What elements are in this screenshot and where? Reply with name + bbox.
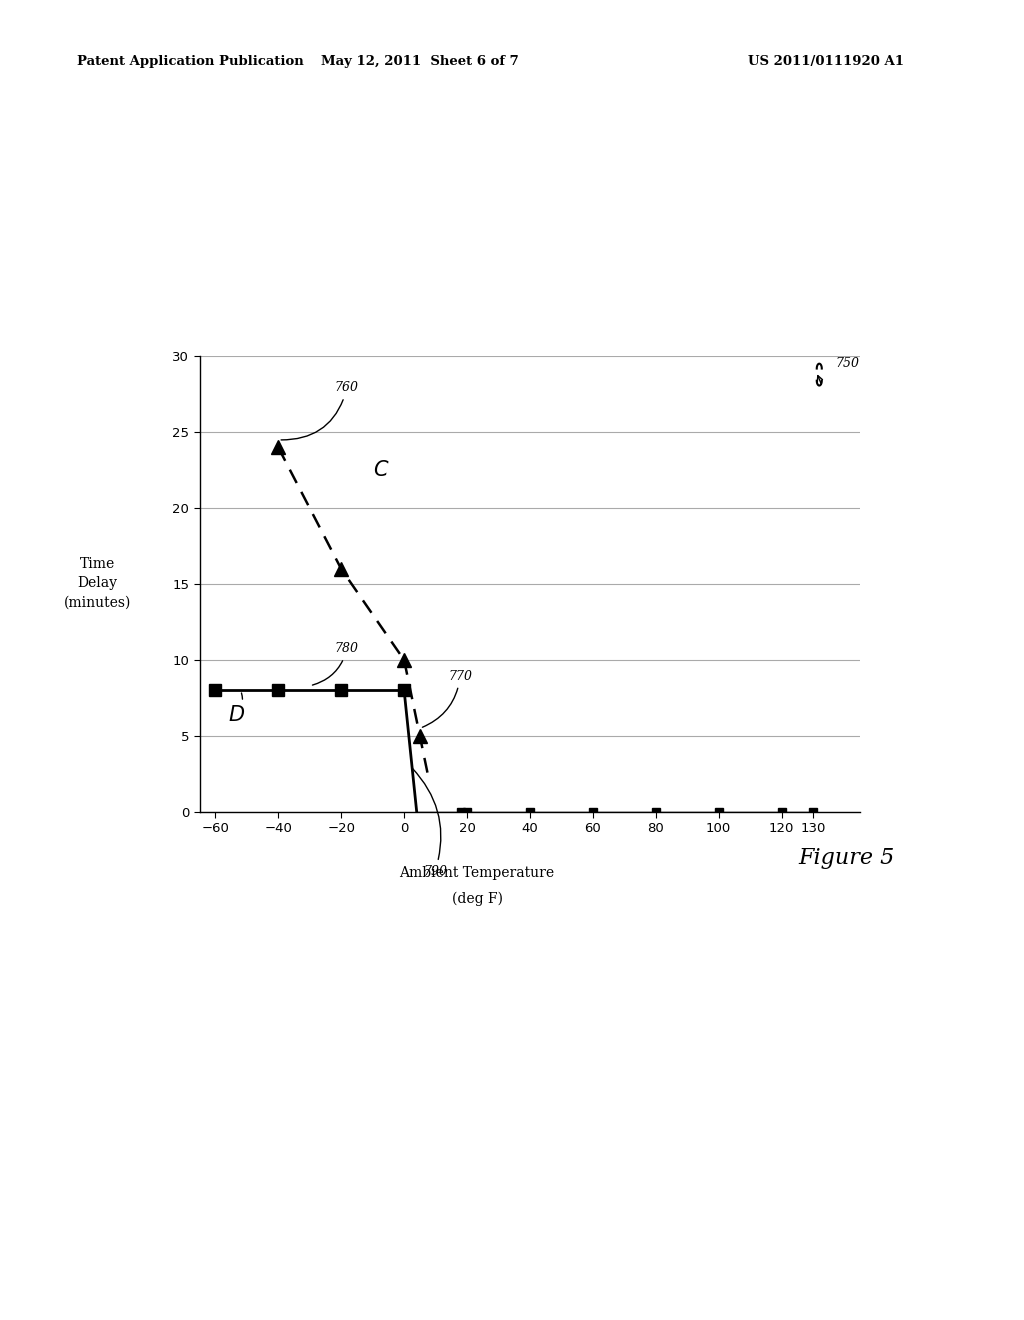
Text: (deg F): (deg F) — [452, 891, 503, 906]
Text: Figure 5: Figure 5 — [799, 847, 895, 870]
Text: 760: 760 — [281, 381, 359, 440]
Text: Patent Application Publication: Patent Application Publication — [77, 55, 303, 69]
Text: Ambient Temperature: Ambient Temperature — [399, 866, 555, 880]
Text: $\mathit{D}$: $\mathit{D}$ — [228, 693, 245, 725]
Text: Time
Delay
(minutes): Time Delay (minutes) — [63, 557, 131, 610]
Text: US 2011/0111920 A1: US 2011/0111920 A1 — [748, 55, 903, 69]
Text: 780: 780 — [312, 643, 359, 685]
Text: $\mathit{C}$: $\mathit{C}$ — [373, 461, 389, 480]
Text: 770: 770 — [423, 669, 472, 727]
Text: 790: 790 — [413, 768, 447, 878]
Text: 750: 750 — [835, 358, 859, 371]
Text: May 12, 2011  Sheet 6 of 7: May 12, 2011 Sheet 6 of 7 — [321, 55, 519, 69]
